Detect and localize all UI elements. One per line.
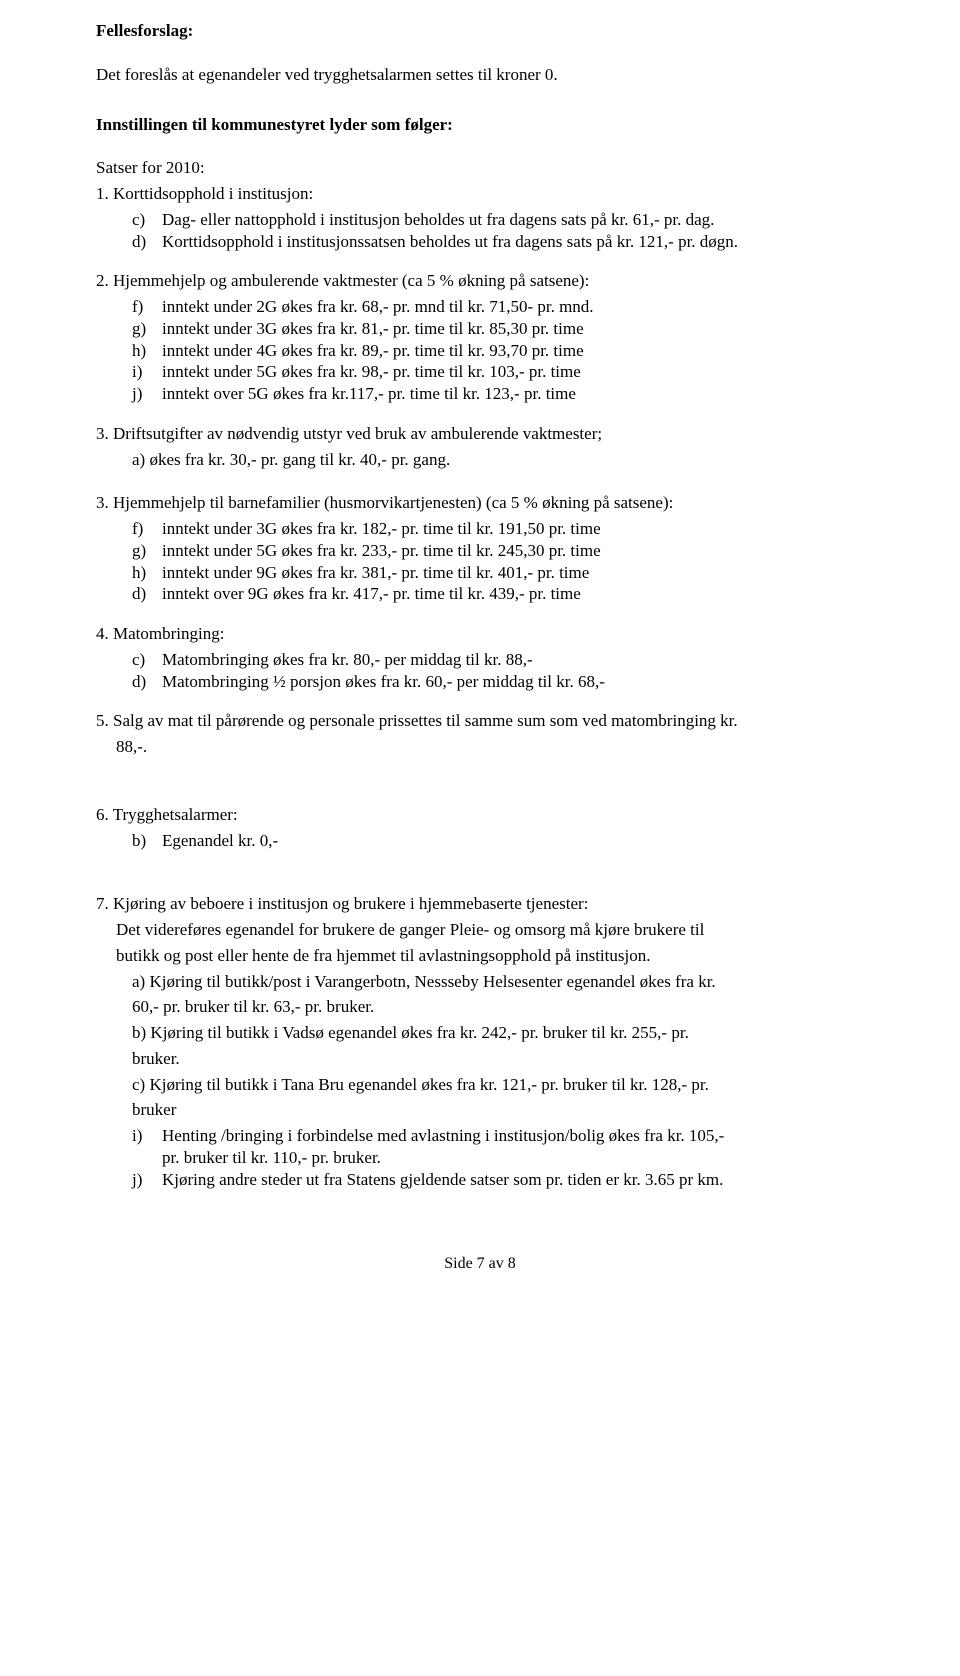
list-marker: b) (132, 830, 162, 852)
section-3b-items: f) inntekt under 3G økes fra kr. 182,- p… (96, 518, 864, 605)
list-marker: g) (132, 540, 162, 562)
section-2-title: 2. Hjemmehjelp og ambulerende vaktmester… (96, 270, 864, 292)
list-item: d) Korttidsopphold i institusjonssatsen … (132, 231, 864, 253)
list-item: j) Kjøring andre steder ut fra Statens g… (132, 1169, 864, 1191)
list-item: f) inntekt under 2G økes fra kr. 68,- pr… (132, 296, 864, 318)
page-footer: Side 7 av 8 (96, 1254, 864, 1274)
section-7-c2: bruker (132, 1099, 864, 1121)
section-7-body: Det videreføres egenandel for brukere de… (96, 919, 864, 1190)
list-body: Kjøring andre steder ut fra Statens gjel… (162, 1169, 864, 1191)
section-7-title: 7. Kjøring av beboere i institusjon og b… (96, 893, 864, 915)
heading-fellesforslag: Fellesforslag: (96, 20, 864, 42)
section-7-b2: bruker. (132, 1048, 864, 1070)
list-body: inntekt under 4G økes fra kr. 89,- pr. t… (162, 340, 864, 362)
list-item: b) Egenandel kr. 0,- (132, 830, 864, 852)
list-body: Henting /bringing i forbindelse med avla… (162, 1125, 864, 1169)
section-2-items: f) inntekt under 2G økes fra kr. 68,- pr… (96, 296, 864, 405)
list-marker: h) (132, 562, 162, 584)
list-item: g) inntekt under 5G økes fra kr. 233,- p… (132, 540, 864, 562)
section-7-intro2: butikk og post eller hente de fra hjemme… (116, 945, 864, 967)
list-item: g) inntekt under 3G økes fra kr. 81,- pr… (132, 318, 864, 340)
section-4-items: c) Matombringing økes fra kr. 80,- per m… (96, 649, 864, 693)
list-marker: f) (132, 518, 162, 540)
section-3-title: 3. Driftsutgifter av nødvendig utstyr ve… (96, 423, 864, 445)
section-6-title: 6. Trygghetsalarmer: (96, 804, 864, 826)
list-item: f) inntekt under 3G økes fra kr. 182,- p… (132, 518, 864, 540)
list-marker: d) (132, 583, 162, 605)
list-marker: c) (132, 209, 162, 231)
list-marker: c) (132, 649, 162, 671)
list-body: inntekt under 5G økes fra kr. 233,- pr. … (162, 540, 864, 562)
list-marker: f) (132, 296, 162, 318)
list-item: d) Matombringing ½ porsjon økes fra kr. … (132, 671, 864, 693)
list-marker: g) (132, 318, 162, 340)
list-body: inntekt over 5G økes fra kr.117,- pr. ti… (162, 383, 864, 405)
section-4-title: 4. Matombringing: (96, 623, 864, 645)
list-body: Matombringing ½ porsjon økes fra kr. 60,… (162, 671, 864, 693)
list-body: inntekt under 9G økes fra kr. 381,- pr. … (162, 562, 864, 584)
list-body: inntekt under 2G økes fra kr. 68,- pr. m… (162, 296, 864, 318)
section-7-intro1: Det videreføres egenandel for brukere de… (116, 919, 864, 941)
list-item: i) inntekt under 5G økes fra kr. 98,- pr… (132, 361, 864, 383)
satser-line: Satser for 2010: (96, 157, 864, 179)
list-body: Matombringing økes fra kr. 80,- per midd… (162, 649, 864, 671)
section-1-title: 1. Korttidsopphold i institusjon: (96, 183, 864, 205)
list-body: inntekt under 3G økes fra kr. 182,- pr. … (162, 518, 864, 540)
list-body: inntekt under 5G økes fra kr. 98,- pr. t… (162, 361, 864, 383)
section-7-a2: 60,- pr. bruker til kr. 63,- pr. bruker. (132, 996, 864, 1018)
section-7-b1: b) Kjøring til butikk i Vadsø egenandel … (132, 1022, 864, 1044)
list-item: h) inntekt under 4G økes fra kr. 89,- pr… (132, 340, 864, 362)
section-7-c1: c) Kjøring til butikk i Tana Bru egenand… (132, 1074, 864, 1096)
list-body: inntekt under 3G økes fra kr. 81,- pr. t… (162, 318, 864, 340)
list-item: j) inntekt over 5G økes fra kr.117,- pr.… (132, 383, 864, 405)
list-item: c) Dag- eller nattopphold i institusjon … (132, 209, 864, 231)
section-7-i-line2: pr. bruker til kr. 110,- pr. bruker. (162, 1147, 864, 1169)
section-3-a: a) økes fra kr. 30,- pr. gang til kr. 40… (132, 449, 864, 471)
list-marker: d) (132, 671, 162, 693)
section-6-items: b) Egenandel kr. 0,- (96, 830, 864, 852)
section-7-i-line1: Henting /bringing i forbindelse med avla… (162, 1125, 864, 1147)
section-5-line1: 5. Salg av mat til pårørende og personal… (96, 710, 864, 732)
list-body: Egenandel kr. 0,- (162, 830, 864, 852)
list-marker: j) (132, 383, 162, 405)
list-body: inntekt over 9G økes fra kr. 417,- pr. t… (162, 583, 864, 605)
list-marker: d) (132, 231, 162, 253)
list-item: c) Matombringing økes fra kr. 80,- per m… (132, 649, 864, 671)
list-item: h) inntekt under 9G økes fra kr. 381,- p… (132, 562, 864, 584)
list-item: d) inntekt over 9G økes fra kr. 417,- pr… (132, 583, 864, 605)
list-marker: i) (132, 1125, 162, 1147)
section-3b-title: 3. Hjemmehjelp til barnefamilier (husmor… (96, 492, 864, 514)
list-marker: h) (132, 340, 162, 362)
paragraph-intro: Det foreslås at egenandeler ved trygghet… (96, 64, 864, 86)
section-1-items: c) Dag- eller nattopphold i institusjon … (96, 209, 864, 253)
list-marker: j) (132, 1169, 162, 1191)
list-marker: i) (132, 361, 162, 383)
section-5-line2: 88,-. (96, 736, 864, 758)
section-7-a1: a) Kjøring til butikk/post i Varangerbot… (132, 971, 864, 993)
list-body: Korttidsopphold i institusjonssatsen beh… (162, 231, 864, 253)
heading-innstilling: Innstillingen til kommunestyret lyder so… (96, 114, 864, 136)
list-body: Dag- eller nattopphold i institusjon beh… (162, 209, 864, 231)
list-item: i) Henting /bringing i forbindelse med a… (132, 1125, 864, 1169)
